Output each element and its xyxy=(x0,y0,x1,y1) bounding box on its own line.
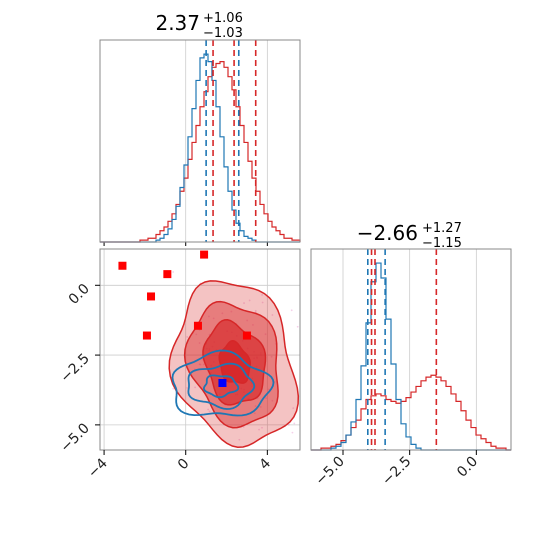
histogram-2-frame xyxy=(310,248,512,451)
joint-y-tick-label-2: 0.0 xyxy=(66,281,93,308)
sample-dot xyxy=(293,422,296,425)
sample-dot xyxy=(309,453,311,455)
blue-histogram-step xyxy=(311,262,511,451)
sample-dot xyxy=(198,342,201,344)
blue-histogram-step xyxy=(100,53,300,243)
histogram-2-tick-label-0: −5.0 xyxy=(312,454,347,489)
sample-dot xyxy=(264,333,267,336)
sample-dot xyxy=(186,386,189,389)
sample-dot xyxy=(172,387,175,390)
sample-dot xyxy=(198,363,201,366)
histogram-2-x-ticks: −5.0 −2.5 0.0 xyxy=(312,450,481,489)
sample-dot xyxy=(230,310,233,313)
histogram-1-quantile-lines xyxy=(205,40,257,242)
red-square-marker-4 xyxy=(142,331,151,340)
histogram-2-quantile-lines xyxy=(366,249,438,450)
title-parameter-1: 2.37 +1.06 −1.03 xyxy=(155,11,242,41)
sample-dot xyxy=(287,423,290,426)
scatter-markers xyxy=(118,250,251,387)
histogram-2-tick-label-1: −2.5 xyxy=(379,454,414,489)
sample-dot xyxy=(253,412,256,415)
title-parameter-2: −2.66 +1.27 −1.15 xyxy=(357,221,462,251)
blue-contour-2 xyxy=(202,374,240,399)
joint-scatter-panel: −4 0 4 −5.0 −2.5 0.0 xyxy=(57,234,316,481)
sample-dot xyxy=(270,355,273,358)
red-square-marker-1 xyxy=(163,270,172,279)
red-square-marker-2 xyxy=(200,250,209,259)
histogram-1-frame xyxy=(99,39,301,243)
sample-dot xyxy=(186,336,189,338)
sample-dot xyxy=(258,428,260,431)
sample-dot xyxy=(308,394,310,396)
sample-dot xyxy=(221,312,224,315)
red-square-marker-6 xyxy=(242,331,251,340)
sample-dot xyxy=(259,406,262,408)
blue-density-contours xyxy=(171,349,275,417)
sample-dot xyxy=(265,397,268,400)
title-1-value: 2.37 xyxy=(155,11,200,35)
histogram-2-series xyxy=(311,262,511,451)
sample-dot xyxy=(290,309,293,312)
blue-contour-1 xyxy=(187,362,256,410)
sample-dot xyxy=(267,388,270,391)
histogram-1-series xyxy=(100,53,301,243)
sample-dot xyxy=(207,408,210,411)
title-1-plus: +1.06 xyxy=(203,11,243,26)
sample-dot xyxy=(254,309,257,312)
sample-dot xyxy=(202,363,205,366)
sample-dot xyxy=(271,399,274,402)
title-2-plus: +1.27 xyxy=(422,221,462,236)
sample-dot xyxy=(292,407,295,410)
sample-dot xyxy=(212,317,215,320)
sample-dot xyxy=(217,234,219,236)
sample-dot xyxy=(248,299,251,302)
joint-y-tick-label-0: −5.0 xyxy=(57,420,92,455)
blue-square-marker-0 xyxy=(218,379,227,387)
sample-dot xyxy=(195,333,198,336)
joint-x-tick-label-0: −4 xyxy=(85,455,111,481)
joint-frame xyxy=(99,248,301,451)
sample-dot xyxy=(261,301,264,304)
joint-x-ticks: −4 0 4 xyxy=(85,450,274,481)
title-2-minus: −1.15 xyxy=(422,236,462,251)
joint-y-ticks: −5.0 −2.5 0.0 xyxy=(57,281,100,456)
red-histogram-step xyxy=(100,61,301,243)
sample-dot xyxy=(271,314,274,316)
sample-dot xyxy=(208,410,211,413)
sample-dot xyxy=(199,363,202,366)
title-2-value: −2.66 xyxy=(357,221,418,245)
sample-dot xyxy=(261,426,263,429)
red-square-marker-5 xyxy=(193,321,202,330)
histogram-2-tick-label-2: 0.0 xyxy=(454,454,481,481)
sample-dot xyxy=(261,294,263,296)
histogram-panel-parameter-1 xyxy=(99,39,301,246)
sample-dot xyxy=(246,319,249,322)
sample-dot xyxy=(243,302,245,304)
histogram-2-grid xyxy=(342,249,477,450)
joint-x-tick-label-2: 4 xyxy=(257,455,275,473)
blue-contour-0 xyxy=(171,349,275,417)
sample-dot xyxy=(291,431,294,434)
sample-dot xyxy=(314,352,316,354)
sample-dot xyxy=(238,438,241,441)
sample-dot xyxy=(172,271,175,273)
sample-dot xyxy=(208,315,210,318)
title-1-minus: −1.03 xyxy=(203,26,243,41)
sample-dot xyxy=(254,405,257,407)
red-square-marker-3 xyxy=(147,292,156,301)
sample-dot xyxy=(194,386,197,389)
sample-dot xyxy=(252,323,254,326)
sample-dot xyxy=(296,325,299,328)
sample-dot xyxy=(201,358,204,361)
joint-x-tick-label-1: 0 xyxy=(175,456,193,474)
red-square-marker-0 xyxy=(118,261,127,270)
joint-y-tick-label-1: −2.5 xyxy=(57,351,92,386)
histogram-1-grid xyxy=(103,40,268,246)
histogram-panel-parameter-2: −5.0 −2.5 0.0 xyxy=(310,248,512,489)
